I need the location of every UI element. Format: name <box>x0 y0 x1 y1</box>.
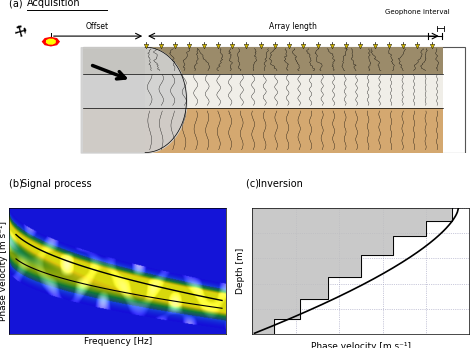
Text: Acquisition: Acquisition <box>27 0 81 8</box>
Text: Signal process: Signal process <box>21 179 91 189</box>
Polygon shape <box>43 38 59 46</box>
FancyBboxPatch shape <box>145 73 443 108</box>
Text: Offset: Offset <box>85 22 109 31</box>
Polygon shape <box>46 39 55 44</box>
Text: (a): (a) <box>9 0 26 8</box>
Text: Signal process: Signal process <box>21 179 91 189</box>
Text: (c): (c) <box>246 179 263 189</box>
X-axis label: Frequency [Hz]: Frequency [Hz] <box>84 337 152 346</box>
Text: (b): (b) <box>9 179 27 189</box>
FancyBboxPatch shape <box>83 47 147 73</box>
Text: Inversion: Inversion <box>258 179 303 189</box>
Text: Array length: Array length <box>269 22 317 31</box>
X-axis label: Phase velocity [m s⁻¹]: Phase velocity [m s⁻¹] <box>311 342 411 348</box>
FancyBboxPatch shape <box>83 108 147 152</box>
Y-axis label: Depth [m]: Depth [m] <box>236 248 245 294</box>
FancyBboxPatch shape <box>145 108 443 152</box>
FancyBboxPatch shape <box>145 47 443 152</box>
Y-axis label: Phase velocity [m s⁻¹]: Phase velocity [m s⁻¹] <box>0 221 8 321</box>
FancyBboxPatch shape <box>83 47 465 152</box>
Polygon shape <box>252 208 452 334</box>
Text: Geophone interval: Geophone interval <box>385 9 449 15</box>
FancyBboxPatch shape <box>145 47 443 73</box>
FancyBboxPatch shape <box>83 73 147 108</box>
Text: ⚒: ⚒ <box>10 23 27 41</box>
